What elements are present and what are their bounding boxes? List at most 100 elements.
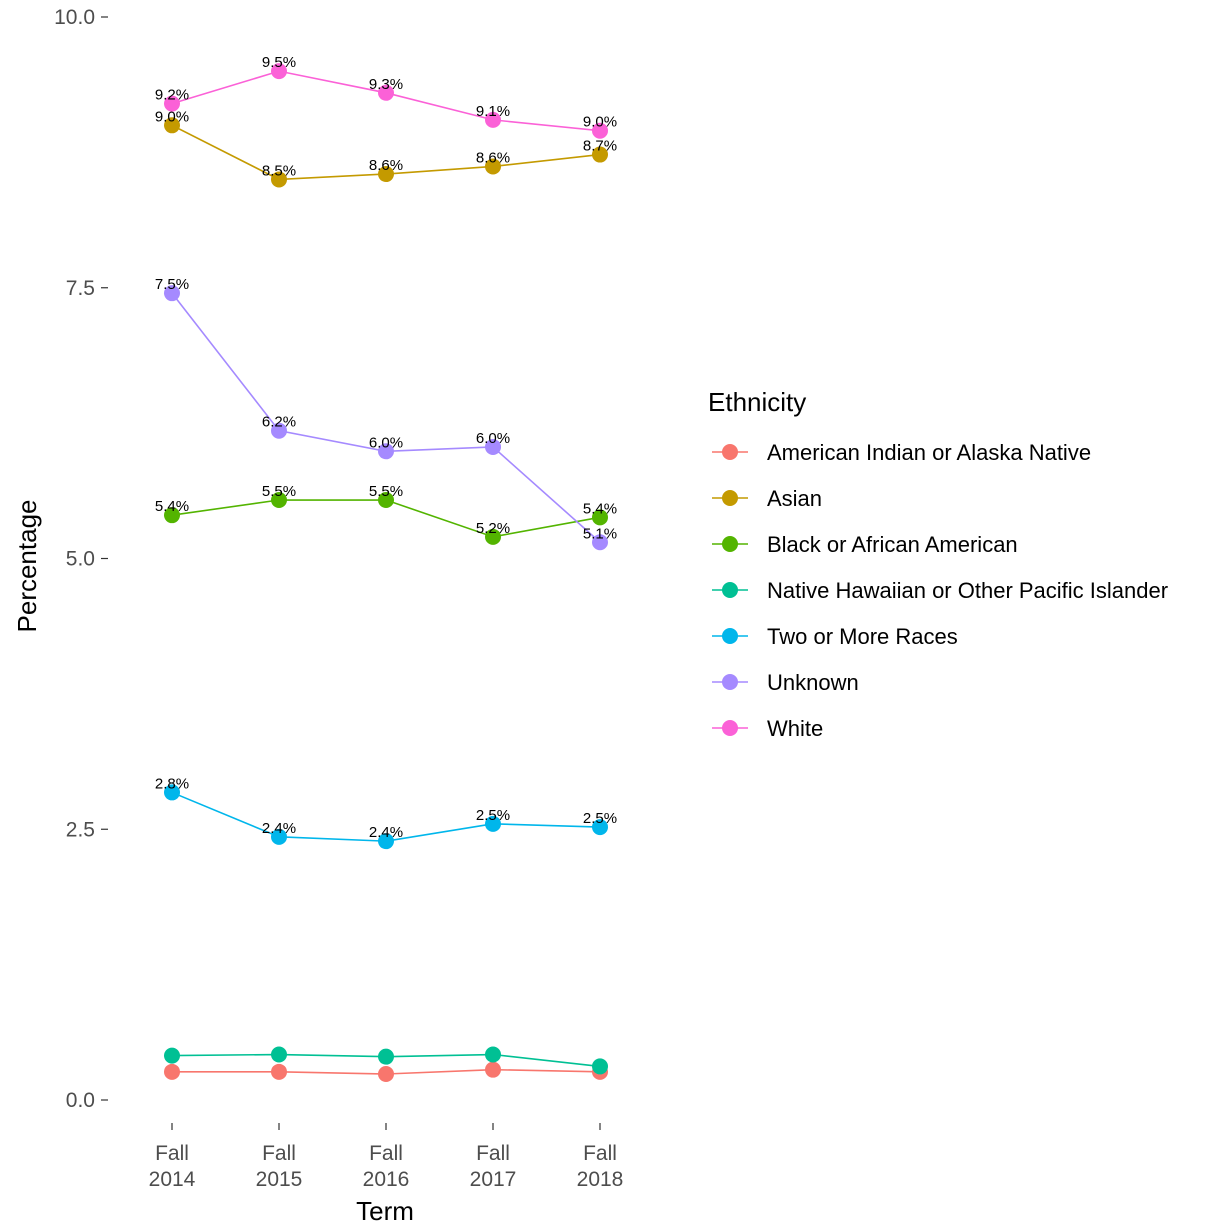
legend-title: Ethnicity [708, 387, 806, 417]
x-tick-label: Fall 2015 [256, 1142, 303, 1191]
series-unknown [164, 285, 608, 551]
data-label: 2.4% [262, 820, 296, 837]
legend-item: White [712, 716, 823, 741]
data-point [378, 1066, 394, 1083]
legend-key-point [722, 674, 738, 690]
data-label: 5.2% [476, 520, 510, 537]
data-point [271, 492, 287, 509]
legend-item: Two or More Races [712, 624, 958, 649]
y-axis-title: Percentage [12, 500, 42, 633]
data-label: 5.1% [583, 525, 617, 542]
x-tick-label-line: Fall [262, 1142, 296, 1165]
legend-key-point [722, 582, 738, 598]
data-point [485, 815, 501, 832]
legend-item: American Indian or Alaska Native [712, 440, 1091, 465]
data-label: 9.0% [583, 114, 617, 131]
legend-key-point [722, 628, 738, 644]
series-asian [164, 117, 608, 188]
data-label: 6.2% [262, 414, 296, 431]
data-point [485, 528, 501, 545]
legend-item: Native Hawaiian or Other Pacific Islande… [712, 578, 1168, 603]
data-point [271, 63, 287, 80]
data-point [271, 171, 287, 188]
data-point [164, 285, 180, 302]
data-point [378, 443, 394, 460]
y-tick-label: 2.5 [66, 818, 95, 841]
data-point [271, 828, 287, 845]
legend: Ethnicity American Indian or Alaska Nati… [708, 387, 1168, 741]
legend-label: Native Hawaiian or Other Pacific Islande… [767, 578, 1168, 603]
data-point [378, 1048, 394, 1065]
data-label: 9.2% [155, 87, 189, 104]
x-tick-label-line: Fall [583, 1142, 617, 1165]
data-point [592, 122, 608, 139]
data-labels-layer: 9.0% 8.5% 8.6% 8.6% 8.7% 5.4% 5.5% 5.5% 5.2% 5.4%… [155, 54, 617, 841]
data-point [164, 507, 180, 524]
data-label: 6.0% [476, 430, 510, 447]
series-two-or-more-races [164, 784, 608, 850]
data-label: 9.3% [369, 76, 403, 93]
data-point [485, 158, 501, 175]
data-point [485, 111, 501, 128]
data-label: 8.6% [369, 157, 403, 174]
legend-key-point [722, 490, 738, 506]
x-tick-label-line: Fall [369, 1142, 403, 1165]
legend-key-point [722, 720, 738, 736]
data-label: 7.5% [155, 276, 189, 293]
y-tick-label: 0.0 [66, 1089, 95, 1112]
data-point [592, 146, 608, 163]
data-point [378, 492, 394, 509]
x-tick-label: Fall 2014 [149, 1142, 196, 1191]
legend-item: Asian [712, 486, 822, 511]
legend-label: American Indian or Alaska Native [767, 440, 1091, 465]
x-tick-label: Fall 2017 [470, 1142, 517, 1191]
data-point [164, 95, 180, 112]
data-label: 6.0% [369, 434, 403, 451]
data-point [271, 422, 287, 439]
y-axis: 0.0 2.5 5.0 7.5 10.0 [54, 6, 108, 1112]
x-tick-label-line: Fall [155, 1142, 189, 1165]
data-point [485, 1046, 501, 1063]
data-point [592, 1058, 608, 1075]
series-layer [164, 63, 608, 1083]
legend-label: Asian [767, 486, 822, 511]
legend-key-point [722, 444, 738, 460]
x-tick-label-line: Fall [476, 1142, 510, 1165]
data-point [164, 1047, 180, 1064]
legend-key-point [722, 536, 738, 552]
data-point [592, 509, 608, 526]
x-tick-label-line: 2016 [363, 1168, 410, 1191]
data-point [378, 84, 394, 101]
legend-label: Unknown [767, 670, 859, 695]
data-label: 5.5% [369, 483, 403, 500]
data-point [271, 1063, 287, 1080]
data-label: 9.0% [155, 108, 189, 125]
x-axis-title: Term [356, 1196, 414, 1226]
data-label: 8.5% [262, 162, 296, 179]
y-tick-label: 5.0 [66, 548, 95, 571]
series-black-or-african-american [164, 492, 608, 545]
data-point [164, 1063, 180, 1080]
legend-label: Black or African American [767, 532, 1018, 557]
x-tick-label: Fall 2018 [577, 1142, 624, 1191]
data-point [378, 166, 394, 183]
data-label: 5.4% [155, 498, 189, 515]
legend-label: White [767, 716, 823, 741]
data-label: 8.7% [583, 138, 617, 155]
data-point [271, 1046, 287, 1063]
y-tick-label: 7.5 [66, 277, 95, 300]
data-label: 2.4% [369, 824, 403, 841]
legend-items: American Indian or Alaska Native Asian Bla… [712, 440, 1168, 741]
data-label: 2.8% [155, 775, 189, 792]
data-point [378, 833, 394, 850]
legend-label: Two or More Races [767, 624, 958, 649]
data-label: 2.5% [583, 810, 617, 827]
legend-item: Black or African American [712, 532, 1018, 557]
data-label: 5.4% [583, 500, 617, 517]
data-point [485, 1061, 501, 1078]
x-axis: Fall 2014 Fall 2015 Fall 2016 Fall 2017 Fall 2018 [149, 1123, 624, 1191]
series-american-indian-or-alaska-native [164, 1061, 608, 1083]
data-point [592, 819, 608, 836]
y-tick-label: 10.0 [54, 6, 95, 29]
